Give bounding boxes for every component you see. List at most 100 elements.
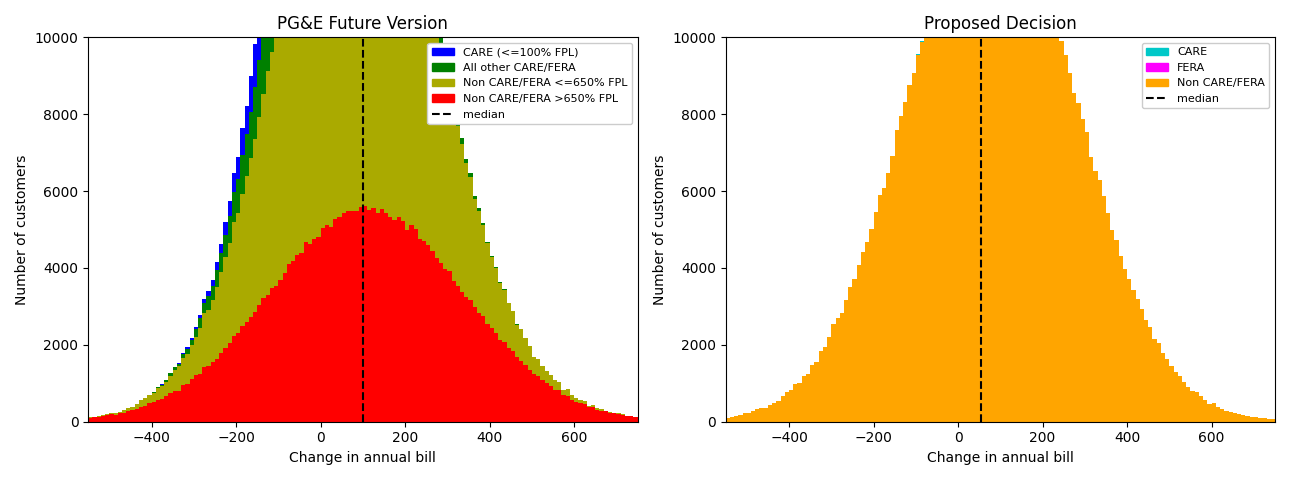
Bar: [169, 373, 173, 376]
Bar: [1115, 240, 1118, 422]
Bar: [899, 117, 903, 422]
Bar: [498, 282, 502, 283]
Bar: [613, 413, 617, 422]
Bar: [1140, 309, 1144, 422]
Bar: [929, 16, 933, 422]
Bar: [160, 398, 164, 422]
Bar: [186, 349, 190, 354]
Bar: [186, 348, 190, 349]
Bar: [210, 280, 215, 286]
Bar: [768, 405, 773, 422]
Bar: [236, 179, 240, 213]
Bar: [190, 337, 194, 339]
Bar: [279, 280, 283, 422]
Bar: [494, 267, 498, 268]
Bar: [114, 413, 117, 415]
Bar: [355, 211, 359, 422]
Bar: [1263, 419, 1267, 422]
Bar: [338, 0, 342, 217]
Bar: [595, 409, 600, 422]
Bar: [541, 380, 544, 422]
Bar: [1009, 0, 1013, 422]
Bar: [295, 0, 299, 255]
Bar: [608, 412, 613, 413]
Bar: [199, 328, 203, 374]
Bar: [181, 353, 186, 354]
Bar: [283, 0, 286, 273]
Bar: [780, 396, 784, 422]
Bar: [266, 1, 270, 71]
Bar: [819, 351, 823, 422]
Bar: [1064, 55, 1068, 422]
Bar: [751, 411, 755, 422]
Bar: [996, 0, 1000, 422]
Bar: [1275, 420, 1280, 422]
Bar: [1076, 103, 1081, 422]
Bar: [93, 418, 97, 422]
Bar: [537, 376, 541, 422]
Bar: [257, 60, 262, 118]
Bar: [223, 348, 227, 422]
Bar: [451, 281, 455, 422]
Bar: [388, 217, 392, 422]
Bar: [587, 406, 591, 407]
Bar: [126, 408, 130, 411]
Bar: [203, 299, 206, 303]
Bar: [177, 366, 181, 391]
Bar: [455, 286, 461, 422]
Bar: [494, 268, 498, 333]
Bar: [431, 251, 435, 422]
Bar: [219, 353, 223, 422]
Bar: [117, 413, 123, 422]
Bar: [215, 270, 219, 287]
Bar: [249, 112, 253, 158]
Bar: [342, 213, 346, 422]
Bar: [1178, 375, 1182, 422]
Bar: [975, 0, 979, 422]
Bar: [451, 99, 455, 107]
Bar: [468, 173, 472, 177]
Bar: [515, 324, 519, 357]
Bar: [435, 5, 439, 20]
Bar: [1005, 0, 1009, 422]
Bar: [123, 413, 126, 422]
Bar: [853, 278, 857, 422]
Bar: [181, 358, 186, 385]
Bar: [617, 413, 620, 414]
Bar: [227, 243, 232, 343]
Bar: [962, 0, 966, 422]
Bar: [1042, 0, 1046, 422]
Bar: [375, 213, 379, 422]
Bar: [574, 397, 578, 401]
Bar: [392, 220, 396, 422]
Bar: [219, 244, 223, 253]
Bar: [789, 390, 793, 422]
Bar: [1148, 327, 1152, 422]
Bar: [257, 305, 262, 422]
Bar: [502, 342, 507, 422]
Bar: [1131, 290, 1135, 422]
Bar: [916, 55, 920, 422]
Bar: [583, 404, 587, 422]
Bar: [414, 229, 418, 422]
Bar: [860, 252, 866, 422]
Bar: [444, 269, 448, 422]
Bar: [194, 336, 199, 375]
Bar: [223, 257, 227, 348]
Bar: [283, 273, 286, 422]
Bar: [227, 343, 232, 422]
Bar: [1182, 382, 1187, 422]
Bar: [557, 390, 561, 422]
Bar: [392, 0, 396, 220]
Bar: [933, 0, 937, 422]
Bar: [249, 317, 253, 422]
Legend: CARE (<=100% FPL), All other CARE/FERA, Non CARE/FERA <=650% FPL, Non CARE/FERA : CARE (<=100% FPL), All other CARE/FERA, …: [427, 43, 632, 124]
Bar: [777, 401, 780, 422]
Bar: [468, 300, 472, 422]
Bar: [1198, 396, 1204, 422]
Bar: [620, 415, 624, 422]
Bar: [1098, 180, 1102, 422]
Bar: [321, 0, 325, 228]
Bar: [333, 0, 338, 219]
Bar: [270, 0, 273, 52]
